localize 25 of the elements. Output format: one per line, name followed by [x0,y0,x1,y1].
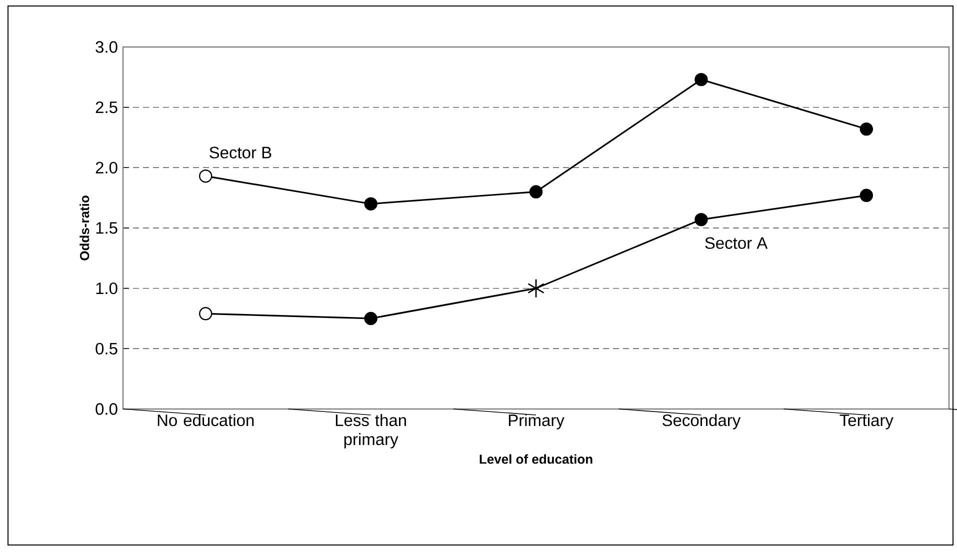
y-tick-label: 0.0 [96,403,118,415]
y-tick-label: 3.0 [96,41,118,53]
x-tick-label: Tertiary [840,414,894,430]
y-axis-title: Odds-ratio [80,196,90,260]
point [364,197,378,210]
point [694,72,708,86]
x-axis-title: Level of education [480,454,592,464]
point [860,122,874,136]
y-tick-label: 2.5 [96,101,118,114]
x-tick-label: No education [158,414,254,426]
x-tick-label: Secondary [662,414,741,430]
point [199,170,212,183]
y-tick-label: 2.0 [96,162,118,174]
point [694,212,708,226]
x-tick-label: Primary [508,414,564,430]
y-tick-label: 0.5 [96,342,118,354]
point [529,185,543,198]
point [199,307,212,320]
x-tick-label: Less than primary [336,414,406,448]
series-label: Sector B [210,146,272,158]
series-label: Sector A [705,237,768,249]
point [860,188,874,202]
y-tick-label: 1.0 [96,282,118,294]
point [364,312,378,326]
y-tick-label: 1.5 [96,222,118,234]
